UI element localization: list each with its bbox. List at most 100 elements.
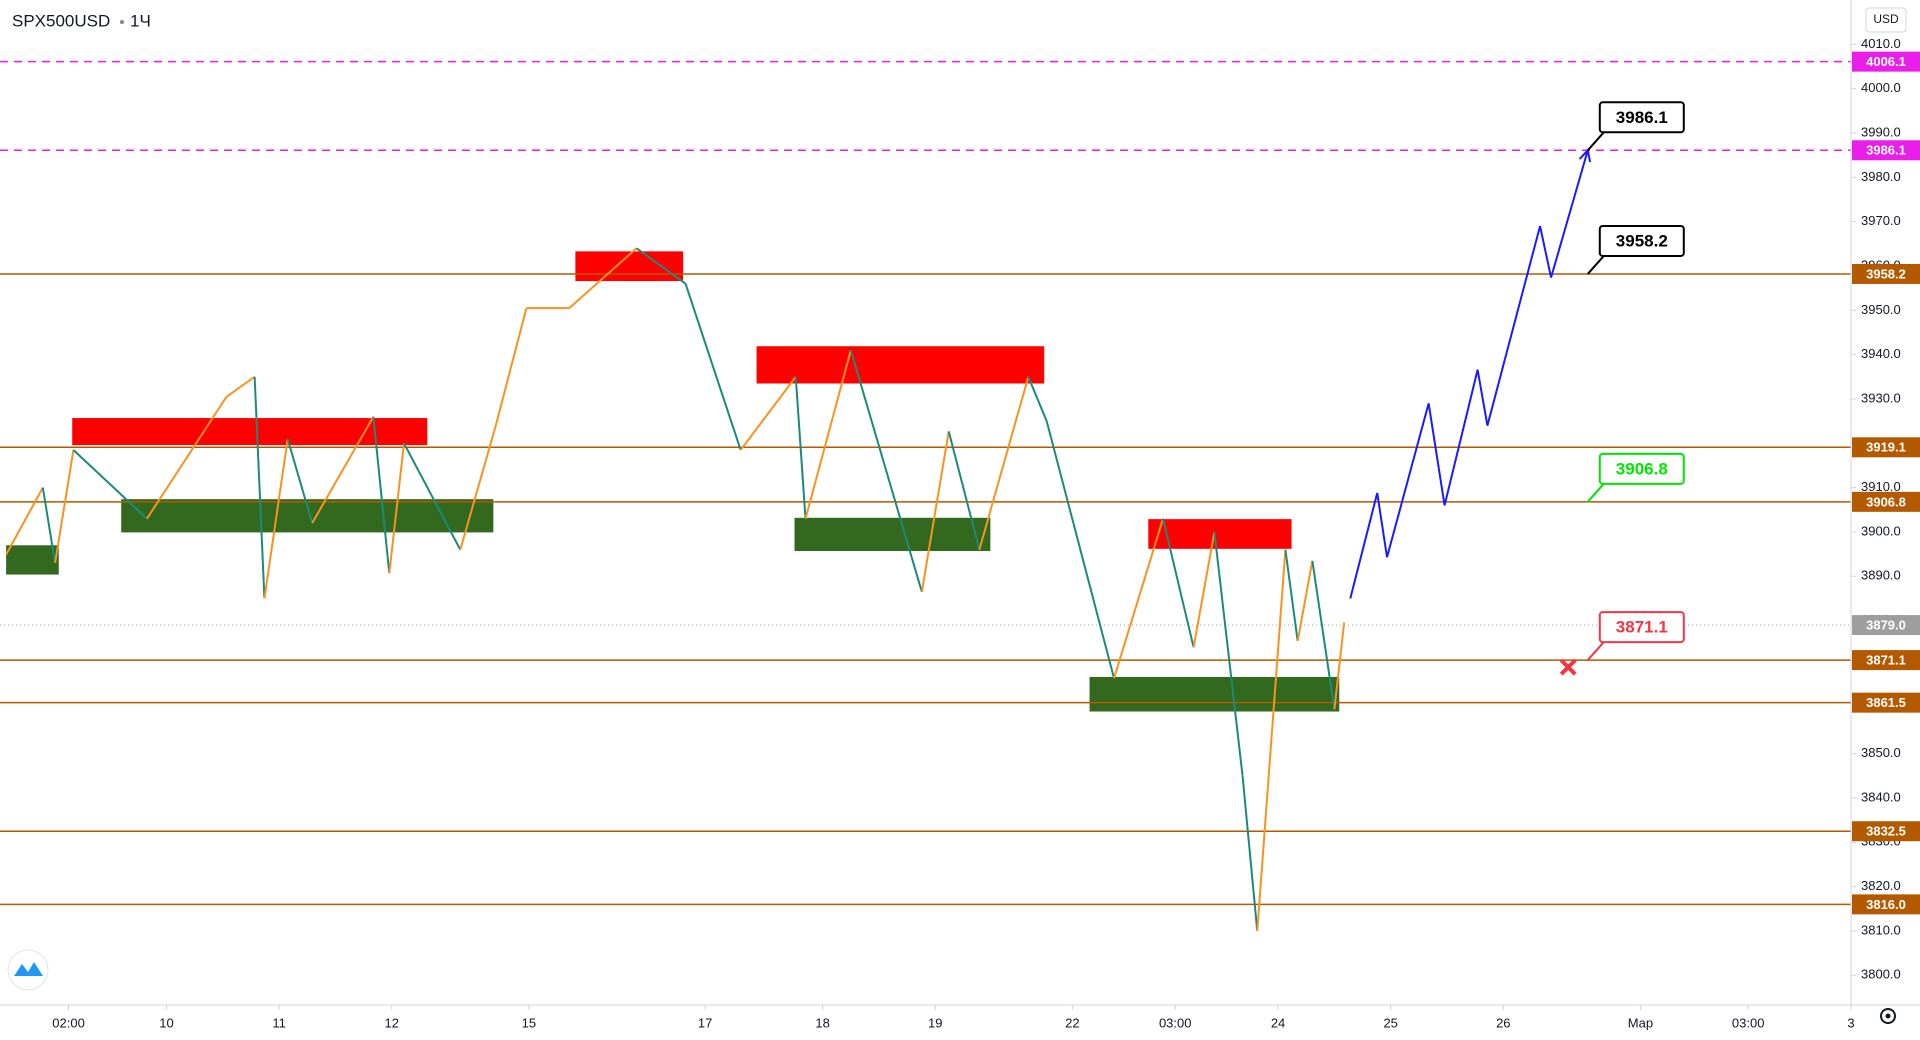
- zigzag-segment: [41, 487, 57, 564]
- logo-icon[interactable]: [14, 962, 43, 976]
- separator: [120, 20, 124, 24]
- level-tag-label: 3906.8: [1866, 494, 1906, 509]
- zigzag-segment: [388, 443, 405, 574]
- zigzag-segment: [684, 283, 742, 451]
- zigzag-segment: [1192, 531, 1216, 648]
- y-tick-label: 3990.0: [1861, 124, 1901, 139]
- callout-pointer: [1587, 483, 1605, 503]
- callout-box: [1598, 452, 1685, 485]
- zone: [1148, 519, 1292, 549]
- y-tick-label: 4000.0: [1861, 80, 1901, 95]
- callout-box: [1598, 224, 1685, 257]
- x-tick-label: 12: [385, 1015, 399, 1030]
- callout-label: 3986.1: [1616, 108, 1668, 127]
- zigzag-segment: [146, 396, 228, 520]
- x-tick-label: 11: [272, 1015, 286, 1030]
- callout-label: 3906.8: [1616, 459, 1668, 478]
- x-tick-label: 3: [1847, 1015, 1854, 1030]
- level-tag-label: 3832.5: [1866, 824, 1906, 839]
- zigzag-segment: [1213, 531, 1244, 776]
- level-tag-label: 3871.1: [1866, 653, 1906, 668]
- x-tick-label: 17: [698, 1015, 712, 1030]
- x-tick-label: 22: [1065, 1015, 1079, 1030]
- zigzag-segment: [1113, 518, 1164, 679]
- level-tag: [1852, 821, 1920, 842]
- zigzag-segment: [947, 431, 981, 550]
- zigzag-segment: [1027, 376, 1048, 422]
- logo-circle[interactable]: [7, 949, 49, 991]
- zigzag-segment: [1333, 622, 1346, 710]
- y-tick-label: 3840.0: [1861, 789, 1901, 804]
- level-tag: [1852, 491, 1920, 512]
- level-tag: [1852, 140, 1920, 161]
- y-tick-label: 3890.0: [1861, 568, 1901, 583]
- gear-hub[interactable]: [1885, 1013, 1891, 1019]
- level-tag: [1852, 263, 1920, 284]
- zigzag-segment: [225, 376, 256, 398]
- level-tag-label: 3986.1: [1866, 143, 1906, 158]
- gear-ring[interactable]: [1880, 1008, 1896, 1024]
- last-price-tag: [1852, 615, 1920, 636]
- zigzag-segment: [253, 376, 266, 599]
- zone: [794, 517, 991, 552]
- callout-box: [1598, 101, 1685, 134]
- zone: [1089, 676, 1340, 712]
- y-tick-label: 3980.0: [1861, 169, 1901, 184]
- x-tick-label: Мар: [1628, 1015, 1653, 1030]
- x-tick-label: 26: [1496, 1015, 1510, 1030]
- zigzag-segment: [403, 442, 462, 551]
- y-tick-label: 3810.0: [1861, 922, 1901, 937]
- zigzag-segment: [286, 438, 314, 524]
- settings-gear[interactable]: [1880, 1008, 1896, 1024]
- zigzag-segment: [1311, 560, 1336, 710]
- level-tag: [1852, 894, 1920, 915]
- callout-label: 3958.2: [1616, 231, 1668, 250]
- callout-box: [1598, 611, 1685, 644]
- x-tick-label: 24: [1271, 1015, 1285, 1030]
- x-tick-label: 10: [159, 1015, 173, 1030]
- zigzag-segment: [920, 431, 950, 592]
- currency-box[interactable]: [1865, 7, 1907, 33]
- logo[interactable]: [7, 949, 49, 991]
- x-tick-label: 15: [522, 1015, 536, 1030]
- callout-label: 3871.1: [1616, 618, 1668, 637]
- zigzag-segment: [568, 247, 638, 309]
- zigzag-segment: [311, 416, 375, 524]
- forecast-line: [1349, 150, 1589, 599]
- level-tag: [1852, 692, 1920, 713]
- zone: [72, 418, 428, 446]
- zigzag-segment: [849, 349, 923, 593]
- zigzag-segment: [978, 376, 1030, 550]
- y-tick-label: 3970.0: [1861, 213, 1901, 228]
- callout-pointer: [1587, 131, 1605, 151]
- zigzag-segment: [263, 438, 289, 599]
- zone: [575, 251, 684, 282]
- level-tag: [1852, 51, 1920, 72]
- zigzag-segment: [1256, 549, 1287, 932]
- zigzag-segment: [1296, 560, 1314, 642]
- x-tick-label: 02:00: [52, 1015, 85, 1030]
- zigzag-segment: [5, 487, 44, 556]
- y-tick-label: 3850.0: [1861, 745, 1901, 760]
- zigzag-segment: [459, 425, 497, 550]
- zigzag-segment: [1284, 549, 1299, 642]
- currency[interactable]: USD: [1873, 12, 1899, 26]
- level-tag: [1852, 650, 1920, 671]
- zigzag-segment: [1162, 518, 1195, 648]
- interval: 1Ч: [130, 11, 151, 30]
- y-tick-label: 3940.0: [1861, 346, 1901, 361]
- zigzag-segment: [804, 349, 852, 519]
- zigzag-segment: [494, 307, 528, 426]
- y-tick-label: 3910.0: [1861, 479, 1901, 494]
- x-tick-label: 18: [815, 1015, 829, 1030]
- zigzag-segment: [72, 449, 148, 520]
- level-tag: [1852, 437, 1920, 458]
- y-tick-label: 4010.0: [1861, 36, 1901, 51]
- y-tick-label: 3950.0: [1861, 302, 1901, 317]
- x-tick-label: 19: [928, 1015, 942, 1030]
- zigzag-segment: [794, 376, 807, 519]
- zigzag-segment: [54, 449, 75, 564]
- symbol: SPX500USD: [12, 11, 110, 30]
